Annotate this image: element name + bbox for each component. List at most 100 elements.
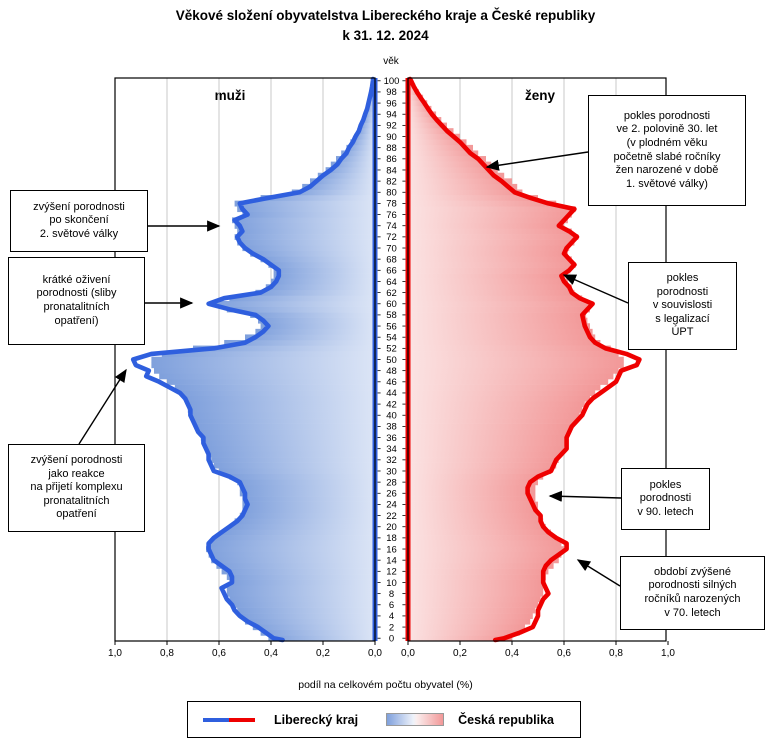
age-tick-label: 94 [386,110,397,121]
cr-bar-female [408,546,564,553]
cr-bar-male [167,379,375,385]
cr-bar-female [408,473,544,480]
x-tick-label: 0,8 [160,648,174,659]
annotation-arrow-3 [485,151,589,171]
age-tick-label: 60 [386,299,397,310]
age-tick-label: 26 [386,489,397,500]
cr-bar-female [408,117,442,123]
cr-bar-female [408,133,460,140]
lk-line-male [130,76,376,643]
cr-bar-male [203,440,375,447]
cr-bar-male [226,306,375,313]
cr-bar-female [408,345,611,352]
cr-bar-female [408,490,536,497]
age-tick-label: 88 [386,143,397,154]
cr-bar-male [193,418,375,424]
cr-bar-female [408,267,571,274]
cr-bar-male [213,462,375,469]
age-tick-label: 76 [386,210,397,221]
cr-bar-female [408,596,541,603]
cr-bar-female [408,105,432,112]
cr-bar-female [408,468,551,475]
chart-title-line2: k 31. 12. 2024 [342,27,429,43]
cr-bar-female [408,462,557,469]
annotation-box-0: zvýšení porodnosti po skončení 2. světov… [10,190,148,252]
annotation-arrow-5 [548,490,622,502]
cr-bar-female [408,423,572,430]
age-tick-label: 82 [386,176,397,187]
cr-bar-male [232,601,375,608]
cr-bar-male [211,457,375,463]
cr-bar-male [213,300,375,307]
cr-bar-female [408,379,609,385]
cr-bar-female [408,261,576,268]
cr-bar-female [408,401,585,408]
cr-bar-male [302,183,375,190]
cr-bar-male [229,596,375,603]
cr-bar-male [174,384,375,391]
age-tick-label: 52 [386,344,397,355]
cr-bar-female [408,178,512,185]
x-tick-label: 1,0 [661,648,675,659]
cr-bar-female [408,312,587,318]
cr-bar-female [408,373,614,380]
cr-bar-male [242,501,375,508]
cr-bar-male [195,423,375,430]
annotation-arrows [78,151,629,587]
cr-bar-female [408,278,568,285]
cr-bar-male [226,585,375,592]
cr-area-bars [151,78,624,642]
cr-bar-male [336,156,375,162]
cr-bar-male [237,206,375,213]
x-tick-label: 0,0 [368,648,382,659]
cr-bar-female [408,535,557,541]
cr-bar-male [350,139,375,146]
age-tick-label: 84 [386,165,397,176]
cr-bar-male [255,328,375,335]
cr-bar-female [408,89,419,96]
age-tick-label: 6 [389,600,394,611]
cr-bar-male [239,490,375,497]
cr-bar-male [268,261,375,268]
age-tick-label: 8 [389,589,394,600]
cr-bar-female [408,217,568,224]
cr-bar-male [208,551,375,558]
cr-bar-female [408,100,428,107]
cr-bar-male [317,172,375,179]
age-tick-label: 58 [386,310,397,321]
cr-bar-female [408,390,596,397]
cr-bar-female [408,228,572,235]
cr-bar-male [208,451,375,458]
cr-bar-female [408,624,525,631]
cr-bar-female [408,339,601,346]
age-tick-label: 2 [389,622,394,633]
cr-bar-female [408,585,544,592]
cr-bar-male [208,540,375,547]
cr-bar-male [229,295,375,302]
chart-title: Věkové složení obyvatelstva Libereckého … [0,6,771,45]
cr-bar-female [408,434,567,441]
cr-bar-female [408,496,536,502]
age-tick-label: 22 [386,511,397,522]
cr-bar-male [234,200,375,207]
cr-bar-female [408,139,467,146]
cr-bar-male [237,479,375,486]
chart-title-line1: Věkové složení obyvatelstva Libereckého … [175,8,596,23]
cr-bar-female [408,568,549,575]
cr-bar-male [357,128,375,135]
cr-bar-male [237,239,375,246]
cr-bar-male [190,412,375,419]
cr-bar-male [245,618,375,625]
cr-bar-female [408,306,590,313]
cr-bar-female [408,245,570,252]
x-tick-label: 0,0 [401,648,415,659]
panel-borders-and-ticks [114,77,669,645]
cr-bar-male [242,245,375,252]
age-tick-label: 48 [386,366,397,377]
cr-bar-male [354,133,375,140]
cr-bar-male [213,535,375,541]
cr-bar-female [408,551,562,558]
age-tick-label: 80 [386,188,397,199]
cr-bar-female [408,150,479,157]
